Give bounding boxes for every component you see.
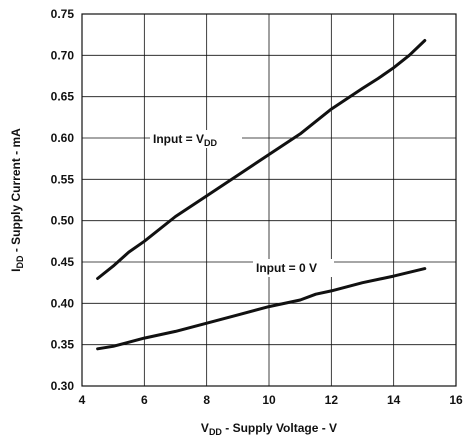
y-tick-label: 0.65 [51,90,75,104]
series-label-input-vdd: Input = VDD [153,132,217,148]
x-tick-label: 16 [449,393,463,407]
series-line-input-0v [96,267,427,351]
y-tick-label: 0.60 [51,131,75,145]
x-tick-label: 10 [262,393,276,407]
y-tick-label: 0.50 [51,214,75,228]
series-line-input-vdd [96,39,427,280]
y-tick-label: 0.75 [51,7,75,21]
y-tick-label: 0.55 [51,172,75,186]
x-tick-label: 12 [325,393,339,407]
x-tick-label: 6 [141,393,148,407]
y-tick-label: 0.35 [51,338,75,352]
x-tick-label: 4 [79,393,86,407]
y-axis-title: IDD - Supply Current - mA [9,128,25,272]
x-tick-labels: 4 6 8 10 12 14 16 [79,393,463,407]
y-tick-labels: 0.30 0.35 0.40 0.45 0.50 0.55 0.60 0.65 0.70 0.75 [51,7,75,393]
y-tick-label: 0.45 [51,255,75,269]
series-layer [96,39,427,351]
label-bg-vdd [150,130,242,148]
y-tick-label: 0.70 [51,48,75,62]
series-label-input-0v: Input = 0 V [256,261,317,275]
label-bg-0v [253,259,334,277]
grid [82,14,456,386]
y-tick-label: 0.40 [51,296,75,310]
y-tick-label: 0.30 [51,379,75,393]
x-tick-label: 14 [387,393,401,407]
plot-frame [81,13,457,387]
x-axis-title: VDD - Supply Voltage - V [201,421,337,437]
x-tick-label: 8 [203,393,210,407]
